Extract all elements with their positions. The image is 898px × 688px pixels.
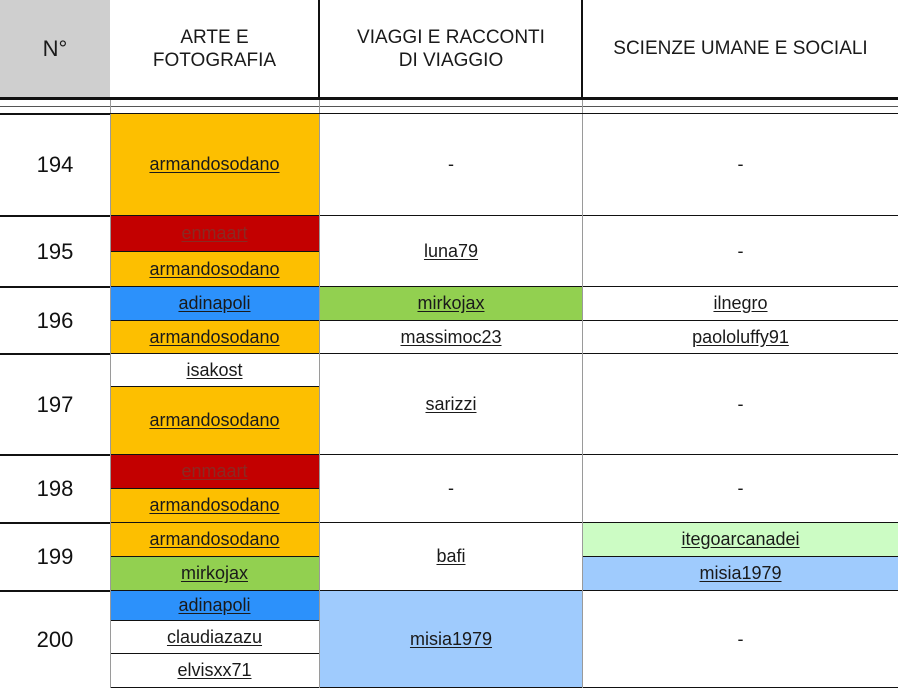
cell-text: mirkojax (417, 293, 485, 313)
row-number: 197 (36, 391, 74, 417)
cell-text: elvisxx71 (177, 660, 252, 680)
cell-text: armandosodano (149, 495, 280, 515)
scienze-cell[interactable]: itegoarcanadei (583, 523, 898, 557)
arte-cell[interactable]: armandosodano (110, 252, 319, 287)
cell-text: enmaart (181, 223, 248, 243)
cell-text: misia1979 (409, 628, 493, 649)
grid-line (319, 100, 320, 114)
cell-text: misia1979 (699, 563, 782, 583)
arte-cell[interactable]: enmaart (110, 455, 319, 489)
header-viaggi-racconti: VIAGGI E RACCONTI DI VIAGGIO (357, 26, 545, 71)
scienze-cell[interactable]: - (583, 354, 898, 455)
arte-cell[interactable]: mirkojax (110, 557, 319, 591)
scienze-cell[interactable]: - (583, 114, 898, 216)
viaggi-cell[interactable]: sarizzi (320, 354, 582, 455)
cell-text: armandosodano (149, 154, 280, 174)
row-number: 198 (36, 476, 74, 501)
viaggi-cell[interactable]: misia1979 (320, 591, 582, 688)
cell-text: armandosodano (149, 410, 280, 430)
cell-text: bafi (436, 546, 466, 566)
arte-cell[interactable]: armandosodano (110, 321, 319, 354)
row-number: 199 (36, 544, 74, 569)
viaggi-cell[interactable]: massimoc23 (320, 321, 582, 354)
header-divider (581, 0, 583, 97)
cell-text: adinapoli (178, 595, 251, 615)
cell-text: armandosodano (149, 258, 280, 279)
arte-cell[interactable]: armandosodano (110, 489, 319, 523)
cell-text: - (737, 628, 744, 649)
cell-text: - (448, 154, 454, 174)
row-number: 195 (36, 238, 74, 264)
cell-text: - (737, 478, 744, 498)
arte-cell[interactable]: claudiazazu (110, 621, 319, 654)
arte-cell[interactable]: isakost (110, 354, 319, 387)
cell-text: ilnegro (713, 293, 768, 313)
scienze-cell[interactable]: ilnegro (583, 287, 898, 321)
viaggi-cell[interactable]: - (320, 114, 582, 216)
grid-line (110, 114, 111, 688)
header-number: N° (0, 0, 110, 97)
cell-text: mirkojax (180, 563, 248, 583)
cell-text: paololuffy91 (692, 326, 789, 347)
cell-text: - (737, 154, 744, 174)
arte-cell[interactable]: adinapoli (110, 287, 319, 321)
grid-line (319, 114, 320, 688)
arte-cell[interactable]: elvisxx71 (110, 654, 319, 688)
header-border (0, 97, 898, 100)
arte-cell[interactable]: armandosodano (110, 523, 319, 557)
viaggi-cell[interactable]: - (320, 455, 582, 523)
arte-cell[interactable]: armandosodano (110, 114, 319, 216)
cell-text: armandosodano (149, 326, 280, 347)
cell-text: - (737, 240, 744, 261)
cell-text: massimoc23 (400, 326, 502, 347)
grid-line (582, 114, 583, 688)
scienze-cell[interactable]: - (583, 216, 898, 287)
cell-text: claudiazazu (166, 626, 263, 647)
viaggi-cell[interactable]: luna79 (320, 216, 582, 287)
cell-text: isakost (186, 359, 243, 380)
arte-cell[interactable]: adinapoli (110, 591, 319, 621)
scienze-cell[interactable]: - (583, 455, 898, 523)
row-number: 200 (36, 626, 74, 652)
viaggi-cell[interactable]: mirkojax (320, 287, 582, 321)
cell-text: sarizzi (425, 393, 477, 414)
row-number: 196 (36, 307, 74, 333)
cell-text: - (737, 393, 744, 414)
viaggi-cell[interactable]: bafi (320, 523, 582, 591)
arte-cell[interactable]: armandosodano (110, 387, 319, 455)
cell-text: enmaart (181, 461, 248, 481)
header-divider (318, 0, 320, 97)
scienze-cell[interactable]: paololuffy91 (583, 321, 898, 354)
header-scienze-umane: SCIENZE UMANE E SOCIALI (613, 38, 868, 59)
grid-line (110, 100, 111, 114)
cell-text: luna79 (423, 240, 479, 261)
grid-line (582, 100, 583, 114)
cell-text: itegoarcanadei (681, 529, 800, 549)
header-arte-fotografia: ARTE E FOTOGRAFIA (152, 26, 277, 71)
cell-text: armandosodano (149, 529, 280, 549)
cell-text: adinapoli (178, 293, 251, 313)
cell-text: - (448, 478, 454, 498)
separator-line (0, 106, 898, 107)
scienze-cell[interactable]: - (583, 591, 898, 688)
arte-cell[interactable]: enmaart (110, 216, 319, 252)
row-number: 194 (36, 152, 74, 177)
scienze-cell[interactable]: misia1979 (583, 557, 898, 591)
